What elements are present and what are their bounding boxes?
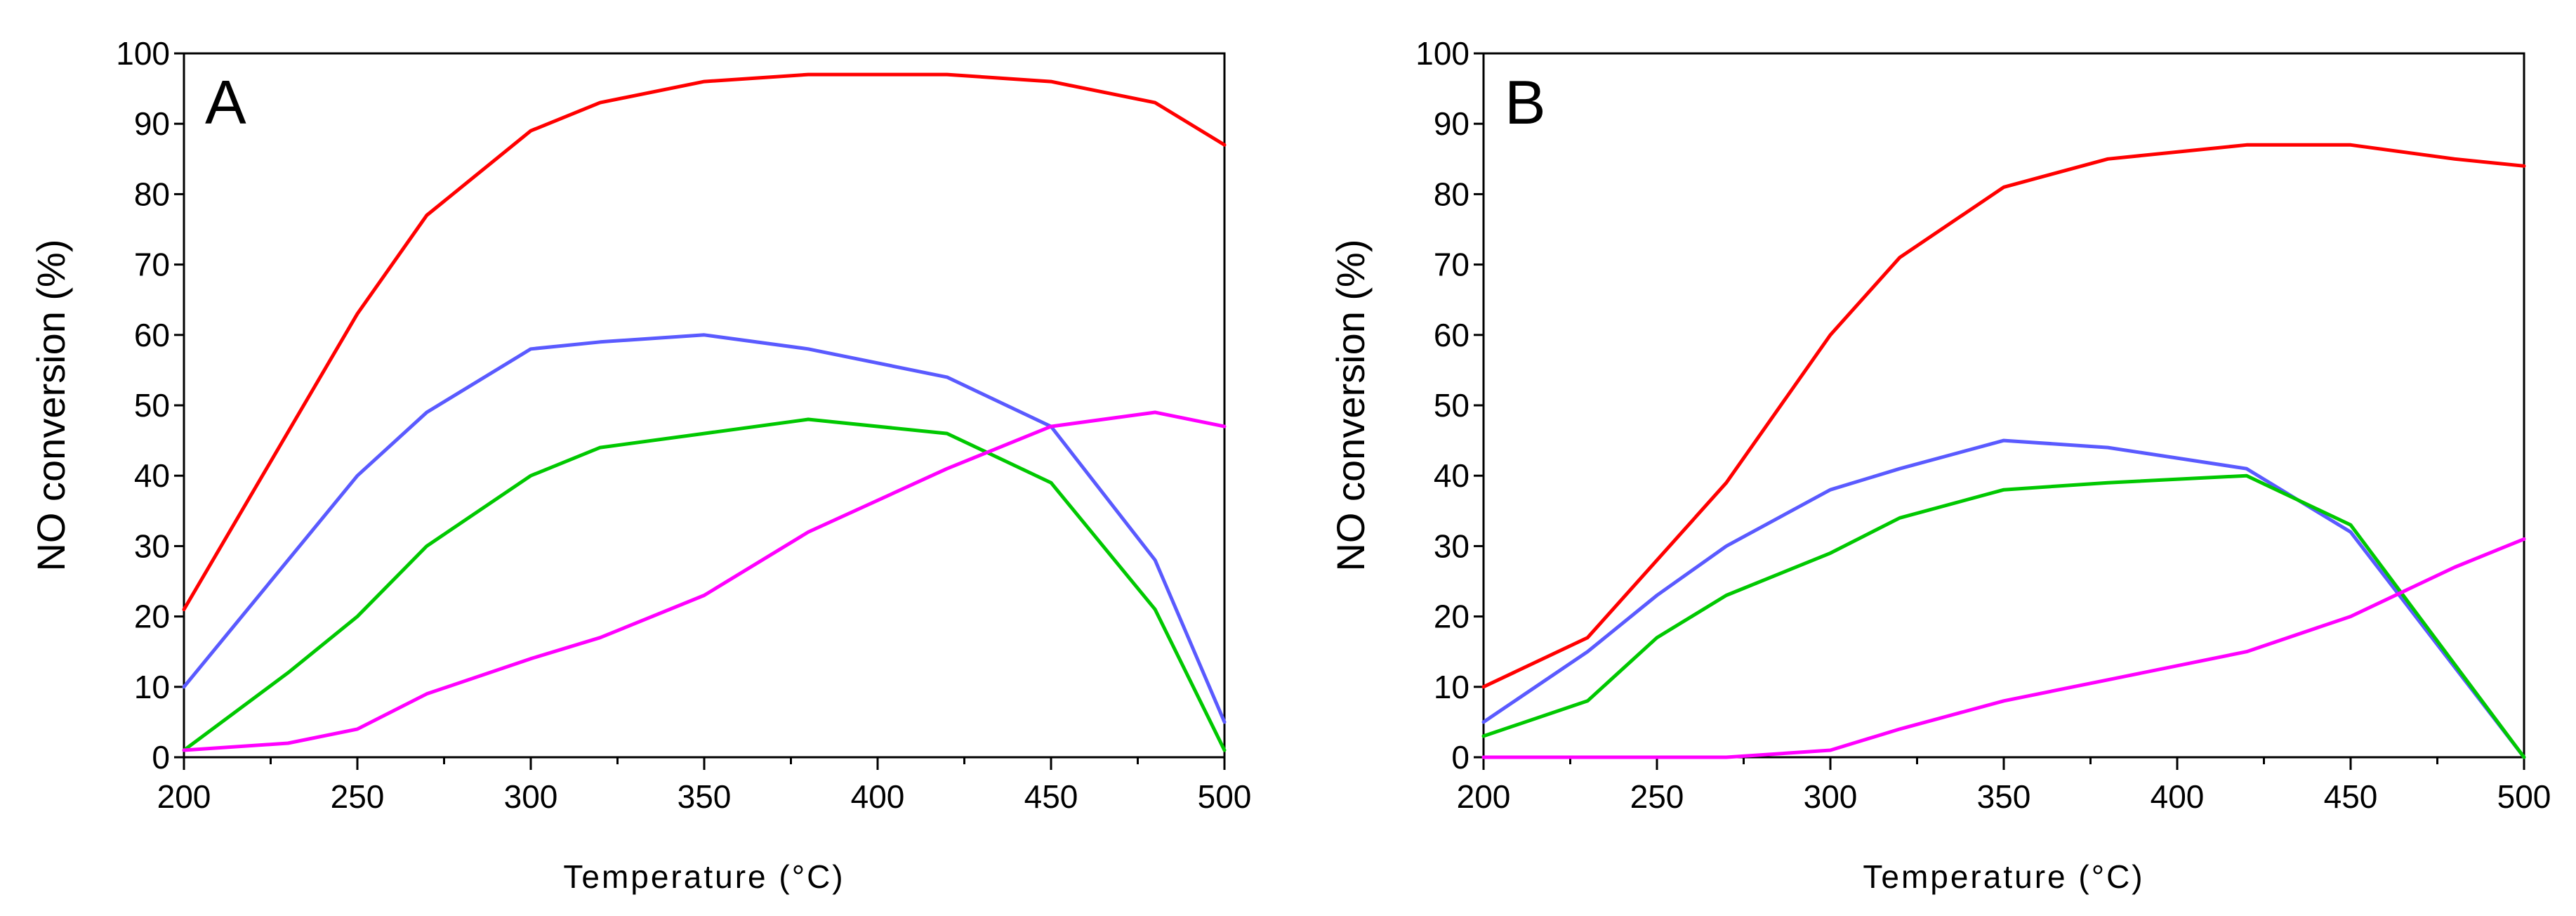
y-axis-title: NO conversion (%) bbox=[1328, 239, 1373, 571]
panel-a-chart: 0 10 20 30 40 50 60 70 80 90 100 200 250 300 350 400 450… bbox=[29, 35, 1251, 895]
panel-a-series-3-line bbox=[182, 417, 1227, 752]
panel-a-label: A bbox=[205, 67, 246, 137]
y-tick-label: 20 bbox=[1434, 598, 1469, 635]
y-tick-label: 0 bbox=[1451, 739, 1469, 776]
panel-b-series-2-line bbox=[1481, 438, 2526, 759]
x-tick-label: 300 bbox=[504, 778, 558, 815]
y-tick-label: 50 bbox=[1434, 387, 1469, 424]
y-tick-label: 10 bbox=[134, 669, 170, 705]
y-tick-label: 30 bbox=[1434, 528, 1469, 564]
x-tick-label: 350 bbox=[1977, 778, 2031, 815]
y-tick-label: 40 bbox=[134, 457, 170, 494]
panel-b-series-1-line bbox=[1481, 143, 2526, 689]
x-axis-title: Temperature (°C) bbox=[1863, 858, 2144, 895]
panel-a-plot-frame bbox=[183, 52, 1226, 759]
y-axis-title: NO conversion (%) bbox=[29, 239, 73, 571]
panel-a-series-2-line bbox=[182, 333, 1227, 724]
y-tick-label: 70 bbox=[134, 247, 170, 283]
panel-b-chart: 0 10 20 30 40 50 60 70 80 90 100 200 250 300 350 400 450… bbox=[1328, 35, 2551, 895]
x-tick-label: 400 bbox=[851, 778, 905, 815]
x-tick-label: 200 bbox=[1457, 778, 1511, 815]
panel-b-series-3-line bbox=[1481, 473, 2526, 759]
x-tick-label: 450 bbox=[2324, 778, 2378, 815]
y-tick-label: 60 bbox=[1434, 317, 1469, 353]
y-tick-label: 0 bbox=[152, 739, 170, 776]
x-tick-label: 450 bbox=[1024, 778, 1078, 815]
panel-b-series-4-line bbox=[1481, 537, 2526, 759]
x-tick-label: 300 bbox=[1804, 778, 1858, 815]
panel-b-label: B bbox=[1505, 67, 1546, 137]
y-tick-label: 30 bbox=[134, 528, 170, 564]
y-tick-label: 50 bbox=[134, 387, 170, 424]
x-axis-title: Temperature (°C) bbox=[563, 858, 845, 895]
y-tick-label: 80 bbox=[134, 176, 170, 212]
x-tick-label: 400 bbox=[2151, 778, 2205, 815]
x-tick-label: 500 bbox=[1198, 778, 1252, 815]
panel-a-series-4-line bbox=[182, 410, 1227, 752]
y-tick-label: 70 bbox=[1434, 247, 1469, 283]
y-tick-label: 100 bbox=[1415, 35, 1469, 72]
panel-a-series-1-line bbox=[182, 72, 1227, 612]
y-tick-label: 60 bbox=[134, 317, 170, 353]
y-tick-label: 80 bbox=[1434, 176, 1469, 212]
x-tick-label: 250 bbox=[1630, 778, 1684, 815]
x-tick-label: 200 bbox=[157, 778, 211, 815]
y-tick-label: 100 bbox=[116, 35, 170, 72]
y-tick-label: 40 bbox=[1434, 457, 1469, 494]
y-tick-label: 20 bbox=[134, 598, 170, 635]
x-tick-label: 350 bbox=[678, 778, 732, 815]
y-tick-label: 90 bbox=[134, 105, 170, 142]
x-tick-label: 500 bbox=[2497, 778, 2551, 815]
y-tick-label: 90 bbox=[1434, 105, 1469, 142]
x-tick-label: 250 bbox=[331, 778, 385, 815]
y-tick-label: 10 bbox=[1434, 669, 1469, 705]
